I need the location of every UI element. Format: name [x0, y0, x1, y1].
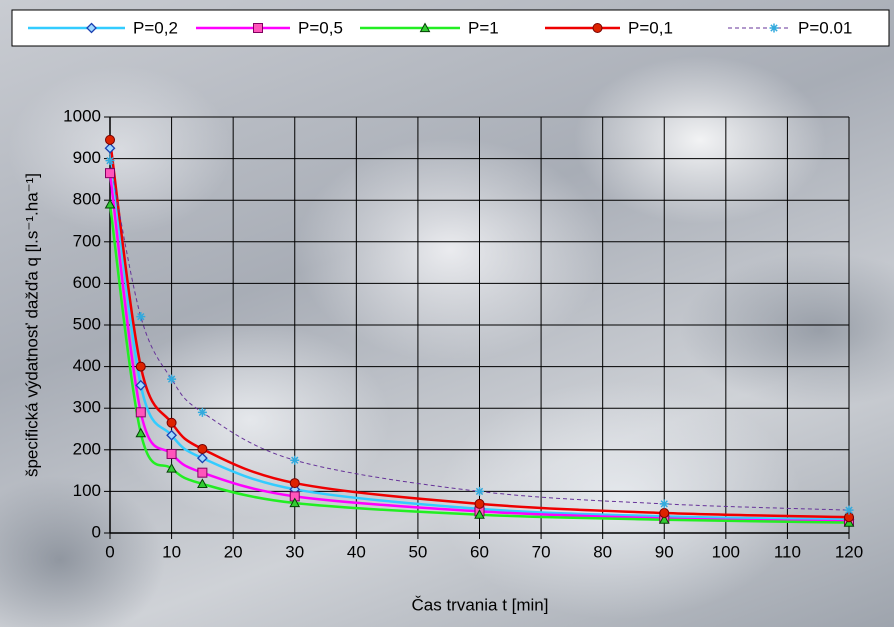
x-tick-label: 20 [224, 542, 243, 561]
marker [198, 468, 207, 477]
legend-label: P=0,1 [628, 18, 673, 37]
y-tick-label: 0 [92, 522, 101, 541]
marker [136, 312, 145, 321]
x-tick-label: 90 [655, 542, 674, 561]
legend-label: P=1 [468, 18, 499, 37]
marker [136, 429, 145, 437]
y-tick-label: 100 [73, 481, 101, 500]
marker [198, 444, 207, 453]
y-tick-label: 700 [73, 231, 101, 250]
x-tick-label: 40 [347, 542, 366, 561]
x-tick-label: 30 [285, 542, 304, 561]
y-tick-label: 600 [73, 273, 101, 292]
legend-marker [593, 24, 602, 33]
legend-marker [254, 24, 263, 33]
x-tick-label: 80 [593, 542, 612, 561]
legend-label: P=0,5 [298, 18, 343, 37]
x-tick-label: 70 [532, 542, 551, 561]
marker [198, 454, 207, 463]
y-tick-label: 800 [73, 190, 101, 209]
marker [475, 487, 484, 496]
marker [106, 144, 115, 153]
chart-page: Čas trvania t [min] špecifická výdatnosť… [0, 0, 894, 627]
marker [136, 362, 145, 371]
marker [167, 375, 176, 384]
marker [290, 456, 299, 465]
y-tick-label: 400 [73, 356, 101, 375]
x-tick-label: 120 [835, 542, 863, 561]
marker [198, 408, 207, 417]
chart: Čas trvania t [min] špecifická výdatnosť… [0, 0, 894, 627]
y-tick-label: 200 [73, 439, 101, 458]
marker [106, 169, 115, 178]
y-tick-label: 900 [73, 148, 101, 167]
x-tick-label: 100 [712, 542, 740, 561]
y-tick-label: 300 [73, 398, 101, 417]
x-tick-label: 60 [470, 542, 489, 561]
x-tick-label: 50 [408, 542, 427, 561]
marker [167, 418, 176, 427]
legend-label: P=0,2 [133, 18, 178, 37]
marker [290, 479, 299, 488]
x-tick-label: 10 [162, 542, 181, 561]
marker [106, 135, 115, 144]
y-tick-label: 500 [73, 314, 101, 333]
legend-marker [770, 24, 779, 33]
marker [660, 499, 669, 508]
legend-label: P=0.01 [798, 18, 852, 37]
x-tick-label: 0 [105, 542, 114, 561]
x-tick-label: 110 [774, 542, 801, 561]
marker [106, 156, 115, 165]
marker [845, 506, 854, 515]
y-tick-label: 1000 [63, 106, 101, 125]
marker [136, 408, 145, 417]
y-axis-label: špecifická výdatnosť dažďa q [l.s⁻¹.ha⁻¹… [22, 173, 41, 477]
x-axis-label: Čas trvania t [min] [412, 595, 549, 614]
marker [475, 499, 484, 508]
marker [167, 449, 176, 458]
marker [660, 509, 669, 518]
